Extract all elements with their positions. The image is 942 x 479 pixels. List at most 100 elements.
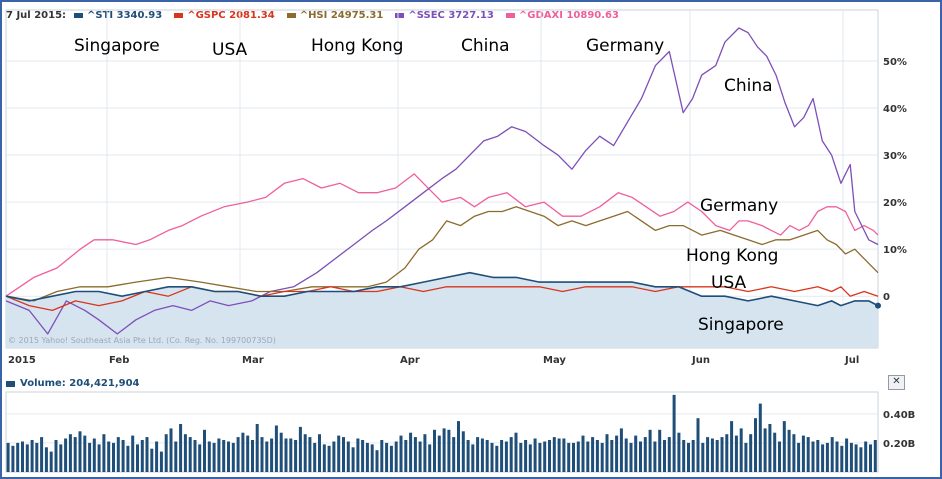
volume-bar xyxy=(279,432,283,472)
volume-bar xyxy=(54,440,58,472)
volume-bar xyxy=(825,442,829,472)
volume-bar xyxy=(447,429,451,472)
volume-bar xyxy=(691,440,695,472)
volume-bar xyxy=(44,447,48,472)
volume-bar xyxy=(634,435,638,472)
y-tick-label: 40% xyxy=(883,104,907,115)
volume-bar xyxy=(701,442,705,472)
volume-bar xyxy=(567,442,571,472)
series-line-hsi xyxy=(5,206,879,302)
volume-bar xyxy=(25,444,29,472)
volume-bar xyxy=(222,440,226,472)
volume-bar xyxy=(212,442,216,472)
volume-bar xyxy=(179,424,183,472)
volume-bar xyxy=(643,437,647,472)
volume-bar xyxy=(169,428,173,472)
volume-bar xyxy=(16,442,20,472)
volume-bar xyxy=(203,429,206,472)
volume-bar xyxy=(246,435,250,472)
volume-bar xyxy=(231,442,235,472)
volume-bar xyxy=(476,437,480,472)
volume-bar xyxy=(658,429,662,472)
volume-bar xyxy=(773,432,777,472)
volume-bar xyxy=(198,444,202,472)
volume-label: Volume: 204,421,904 xyxy=(20,378,140,389)
x-tick-label: May xyxy=(543,355,566,366)
volume-bar xyxy=(581,435,585,472)
volume-bar xyxy=(744,442,748,472)
volume-bar xyxy=(356,438,360,472)
volume-bar xyxy=(365,442,369,472)
volume-bar xyxy=(380,440,384,472)
legend-item-gspc[interactable]: ^GSPC 2081.34 xyxy=(174,10,275,21)
volume-bar xyxy=(159,451,163,472)
volume-bar xyxy=(730,421,734,472)
volume-bar xyxy=(92,438,96,472)
volume-bar xyxy=(322,444,326,472)
volume-bar xyxy=(514,432,518,472)
series-line-gspc xyxy=(5,286,879,312)
volume-bar xyxy=(835,441,839,472)
volume-bar xyxy=(332,441,336,472)
volume-bar xyxy=(591,437,595,472)
volume-bar xyxy=(572,442,575,472)
close-volume-button[interactable]: ✕ xyxy=(888,375,905,390)
legend-item-hsi[interactable]: ^HSI 24975.31 xyxy=(286,10,383,21)
y-tick-label: 0 xyxy=(883,292,890,303)
volume-bar xyxy=(40,437,44,472)
volume-bar xyxy=(504,441,508,472)
volume-bar xyxy=(11,445,15,472)
volume-bar xyxy=(605,434,609,472)
volume-bar xyxy=(107,441,111,472)
volume-bar xyxy=(663,440,666,472)
volume-bar xyxy=(821,444,825,472)
volume-bar xyxy=(485,440,489,472)
legend-label-gspc: ^GSPC 2081.34 xyxy=(187,10,275,21)
volume-bar xyxy=(294,440,298,472)
volume-swatch xyxy=(6,380,15,387)
volume-bar xyxy=(121,440,125,472)
volume-bar xyxy=(778,441,781,472)
volume-bar xyxy=(370,444,374,472)
y-tick-label: 10% xyxy=(883,245,907,256)
volume-bar xyxy=(557,438,561,472)
legend-item-gdaxi[interactable]: ^GDAXI 10890.63 xyxy=(505,10,619,21)
volume-bar xyxy=(49,451,53,472)
volume-bar xyxy=(615,435,619,472)
volume-bar xyxy=(399,435,403,472)
volume-bar xyxy=(284,438,288,472)
volume-bar xyxy=(734,435,738,472)
volume-bar xyxy=(845,438,849,472)
volume-bar xyxy=(308,437,312,472)
annotation-usa: USA xyxy=(711,273,747,293)
volume-bar xyxy=(524,440,528,472)
volume-bar xyxy=(274,425,278,472)
volume-bar xyxy=(543,441,547,472)
volume-bar xyxy=(270,438,274,472)
volume-bar xyxy=(849,442,853,472)
volume-bar xyxy=(811,441,815,472)
volume-bar xyxy=(787,429,791,472)
volume-bar xyxy=(595,440,599,472)
legend-item-sti[interactable]: ^STI 3340.93 xyxy=(74,10,162,21)
legend-label-sti: ^STI 3340.93 xyxy=(87,10,163,21)
volume-bar xyxy=(720,437,724,472)
annotation-hong-kong: Hong Kong xyxy=(686,246,779,266)
volume-bar xyxy=(35,442,39,472)
volume-bar xyxy=(241,432,245,472)
volume-bar xyxy=(758,403,762,472)
volume-bar xyxy=(131,435,135,472)
volume-bar xyxy=(375,450,379,472)
volume-bar xyxy=(648,429,652,472)
y-tick-label: 20% xyxy=(883,198,907,209)
volume-bar xyxy=(806,437,810,472)
volume-bar xyxy=(677,432,681,472)
annotation-singapore: Singapore xyxy=(698,315,784,335)
legend-label-ssec: ^SSEC 3727.13 xyxy=(408,10,494,21)
volume-bar xyxy=(255,424,259,472)
legend-swatch-gdaxi xyxy=(505,13,515,18)
volume-bar xyxy=(437,435,441,472)
volume-bar xyxy=(801,435,805,472)
legend-item-ssec[interactable]: ^SSEC 3727.13 xyxy=(395,10,494,21)
y-tick-label: 50% xyxy=(883,57,907,68)
